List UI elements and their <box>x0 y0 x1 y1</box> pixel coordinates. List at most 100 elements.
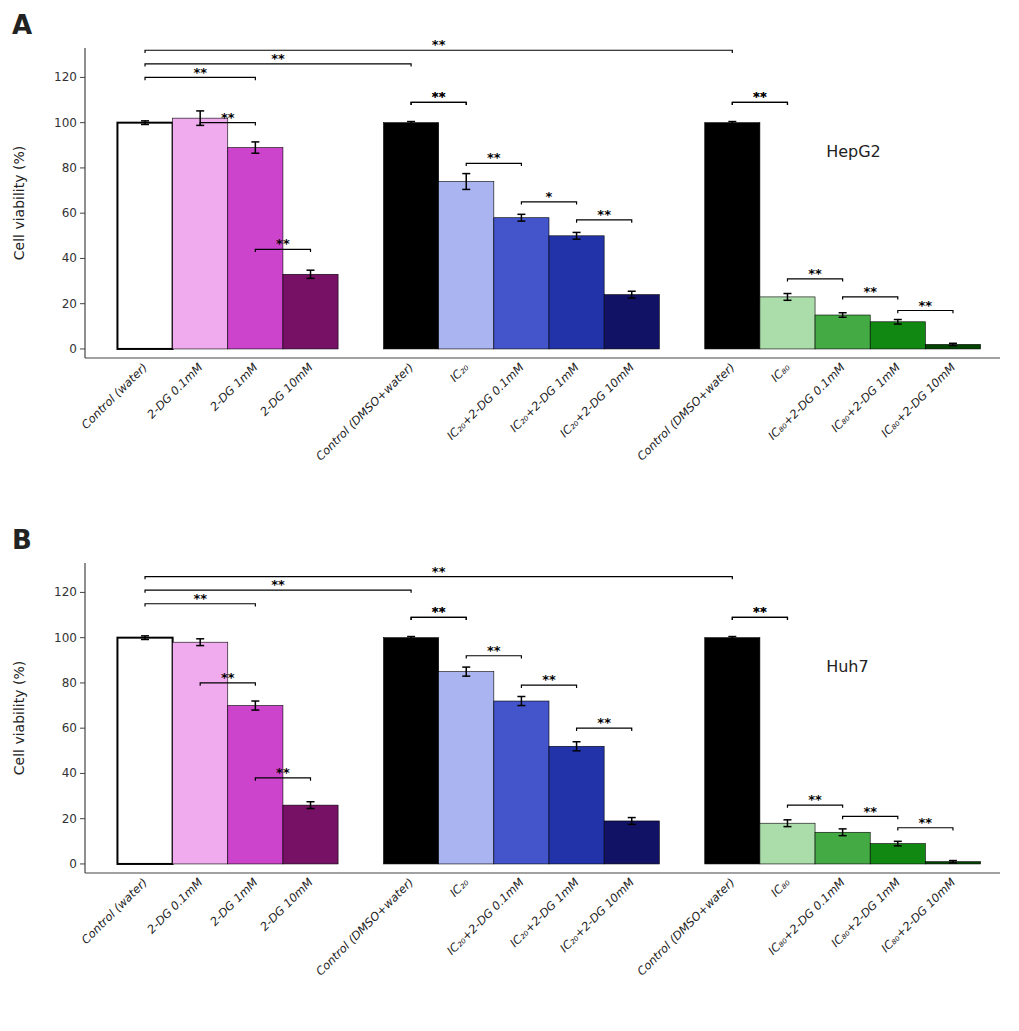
y-axis-label: Cell viability (%) <box>11 661 27 775</box>
error-stem <box>787 820 789 827</box>
error-cap <box>251 141 259 143</box>
error-cap <box>839 828 847 830</box>
significance-label: ** <box>863 284 877 299</box>
error-cap <box>196 645 204 647</box>
error-cap <box>628 817 636 819</box>
error-bar <box>196 639 204 646</box>
cell-line-label: Huh7 <box>826 657 869 676</box>
error-bar <box>573 232 581 239</box>
significance-label: ** <box>432 37 446 52</box>
x-axis-line <box>85 872 1000 873</box>
bar <box>925 344 980 349</box>
error-bar <box>628 818 636 825</box>
x-tick-label: IC₈₀+2-DG 10mM <box>878 875 958 955</box>
significance-label: ** <box>271 51 285 66</box>
y-tick-label: 60 <box>62 721 77 735</box>
error-cap <box>251 709 259 711</box>
error-stem <box>466 667 468 676</box>
error-cap <box>141 124 149 126</box>
x-tick-label: IC₂₀ <box>447 360 472 385</box>
bar <box>173 118 228 349</box>
error-cap <box>251 152 259 154</box>
significance-label: ** <box>597 715 611 730</box>
bar <box>228 148 283 349</box>
error-cap <box>196 638 204 640</box>
error-bar <box>783 294 791 301</box>
error-stem <box>631 818 633 825</box>
error-cap <box>628 290 636 292</box>
significance-label: ** <box>432 89 446 104</box>
significance-label: ** <box>753 89 767 104</box>
bar <box>760 823 815 864</box>
error-stem <box>255 701 257 710</box>
y-tick <box>80 592 85 593</box>
error-cap <box>307 808 315 810</box>
error-bar <box>628 291 636 298</box>
error-cap <box>462 675 470 677</box>
x-tick-label: Control (water) <box>79 875 151 947</box>
bar <box>384 123 439 349</box>
error-cap <box>307 278 315 280</box>
error-cap <box>728 638 736 640</box>
error-cap <box>517 696 525 698</box>
y-tick <box>80 258 85 259</box>
significance-label: ** <box>193 591 207 606</box>
y-tick <box>80 637 85 638</box>
error-stem <box>310 802 312 809</box>
error-bar <box>573 742 581 751</box>
significance-label: ** <box>487 643 501 658</box>
error-stem <box>576 232 578 239</box>
error-cap <box>407 636 415 638</box>
error-bar <box>141 636 149 640</box>
bar <box>870 844 925 864</box>
x-tick-label: IC₈₀ <box>768 360 793 385</box>
x-tick-label: Control (DMSO+water) <box>634 875 737 978</box>
error-cap <box>517 214 525 216</box>
significance-label: ** <box>808 266 822 281</box>
error-bar <box>894 320 902 325</box>
chart-root: ACell viability (%)020406080100120Contro… <box>0 0 1019 1031</box>
x-tick-label: IC₂₀+2-DG 10mM <box>557 875 637 955</box>
significance-label: ** <box>753 89 767 104</box>
error-cap <box>307 801 315 803</box>
bar <box>815 315 870 349</box>
x-tick-label: 2-DG 0.1mM <box>144 875 205 936</box>
significance-label: ** <box>193 65 207 80</box>
error-bar <box>949 343 957 345</box>
y-tick-label: 120 <box>54 585 77 599</box>
error-cap <box>628 824 636 826</box>
bar <box>384 638 439 864</box>
error-stem <box>842 829 844 836</box>
error-cap <box>628 297 636 299</box>
x-tick-label: IC₈₀+2-DG 10mM <box>878 360 958 440</box>
significance-label: * <box>546 189 553 204</box>
y-tick <box>80 213 85 214</box>
significance-label: ** <box>432 89 446 104</box>
y-tick-label: 120 <box>54 70 77 84</box>
error-cap <box>783 826 791 828</box>
y-tick-label: 20 <box>62 297 77 311</box>
error-cap <box>728 123 736 125</box>
y-tick <box>80 77 85 78</box>
error-cap <box>517 220 525 222</box>
error-bar <box>307 270 315 278</box>
error-cap <box>251 700 259 702</box>
bar <box>604 295 659 349</box>
error-cap <box>407 121 415 123</box>
error-stem <box>521 214 523 221</box>
error-cap <box>517 705 525 707</box>
x-tick-label: Control (DMSO+water) <box>634 360 737 463</box>
significance-label: ** <box>271 577 285 592</box>
error-cap <box>839 317 847 319</box>
error-cap <box>196 110 204 112</box>
bar <box>705 123 760 349</box>
y-tick-label: 40 <box>62 766 77 780</box>
error-cap <box>573 238 581 240</box>
significance-label: ** <box>432 604 446 619</box>
error-bar <box>517 214 525 221</box>
error-cap <box>573 741 581 743</box>
error-bar <box>517 697 525 706</box>
panel-label: A <box>12 10 32 40</box>
significance-label: ** <box>432 604 446 619</box>
y-tick <box>80 122 85 123</box>
